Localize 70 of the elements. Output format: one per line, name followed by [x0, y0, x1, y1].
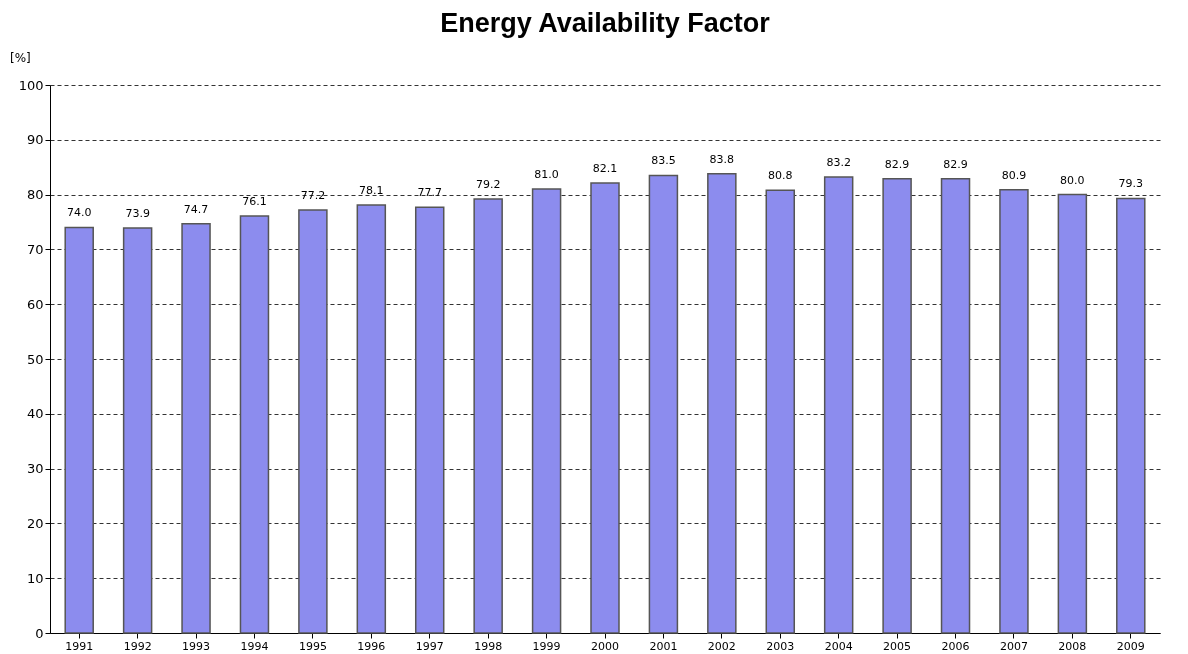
data-label: 78.1	[359, 184, 384, 198]
bar	[239, 215, 270, 634]
data-label: 79.2	[475, 177, 501, 191]
data-label: 77.7	[417, 186, 442, 200]
x-tick-label: 2005	[883, 639, 912, 653]
bar	[356, 204, 387, 634]
data-label: 82.9	[943, 157, 968, 171]
data-label: 83.2	[826, 156, 851, 170]
data-label: 80.9	[1001, 168, 1027, 182]
y-tick-label: 10	[26, 570, 44, 586]
bar	[765, 189, 796, 634]
y-tick-label: 80	[26, 187, 44, 203]
bar	[181, 222, 211, 634]
x-tick-label: 1997	[415, 639, 444, 653]
data-label: 83.8	[709, 152, 735, 166]
y-tick-label: 20	[26, 515, 44, 531]
y-tick-label: 90	[26, 132, 44, 148]
data-label: 77.2	[300, 188, 326, 202]
data-label: 74.7	[183, 202, 209, 216]
bar	[298, 209, 328, 634]
bar	[414, 206, 445, 634]
bar	[531, 188, 562, 634]
x-tick-label: 1991	[65, 639, 94, 653]
y-tick-label: 0	[35, 625, 44, 641]
bar	[999, 188, 1029, 634]
bar	[707, 173, 737, 634]
y-tick-label: 50	[26, 351, 44, 367]
data-label: 76.1	[242, 194, 267, 208]
y-tick-label: 100	[18, 77, 44, 93]
bar	[64, 226, 94, 634]
x-tick-label: 2007	[999, 639, 1028, 653]
data-label: 73.9	[125, 207, 150, 221]
x-tick-label: 1995	[298, 639, 327, 653]
x-tick-label: 2008	[1058, 639, 1087, 653]
bar	[1057, 193, 1088, 634]
bar	[882, 177, 912, 634]
x-tick-label: 2009	[1116, 639, 1145, 653]
data-label: 79.3	[1118, 177, 1144, 191]
data-label: 80.8	[768, 169, 793, 183]
x-tick-label: 1994	[240, 639, 269, 653]
x-tick-label: 1998	[474, 639, 503, 653]
x-tick-label: 1999	[532, 639, 561, 653]
x-tick-label: 1993	[182, 639, 211, 653]
data-label: 81.0	[534, 168, 559, 182]
y-tick-label: 30	[26, 461, 44, 477]
bar	[648, 174, 679, 634]
data-label: 80.0	[1060, 173, 1085, 187]
x-tick-label: 2000	[591, 639, 619, 653]
y-tick-label: 70	[26, 241, 44, 257]
bar	[940, 177, 971, 634]
bar	[473, 198, 503, 634]
data-label: 74.0	[66, 206, 92, 220]
bar	[122, 227, 153, 634]
x-tick-label: 2004	[824, 639, 853, 653]
y-tick-label: 40	[26, 406, 44, 422]
bar	[590, 182, 620, 634]
data-label: 83.5	[651, 154, 676, 168]
x-tick-label: 1996	[357, 639, 386, 653]
x-tick-label: 2001	[649, 639, 678, 653]
y-axis-title: [%]	[10, 51, 31, 65]
data-label: 82.1	[592, 162, 618, 176]
bar	[1116, 197, 1146, 634]
x-tick-label: 2006	[941, 639, 970, 653]
x-tick-label: 2003	[766, 639, 795, 653]
y-tick-label: 60	[26, 296, 44, 312]
data-label: 82.9	[884, 157, 910, 171]
chart-title: Energy Availability Factor	[440, 8, 771, 38]
bar	[823, 176, 854, 634]
x-tick-label: 1992	[123, 639, 152, 653]
x-tick-label: 2002	[707, 639, 736, 653]
